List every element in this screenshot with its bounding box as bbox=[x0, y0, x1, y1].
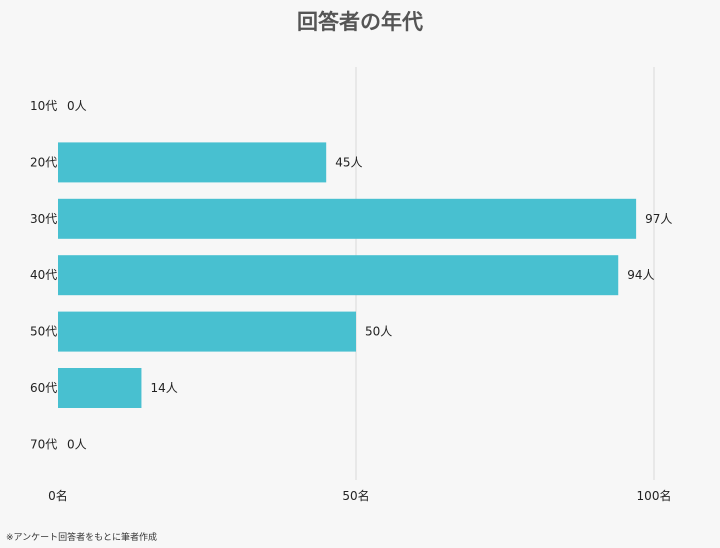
data-label: 50人 bbox=[365, 325, 392, 339]
labels: 0名 50名 100名 10代 0人 20代 45人 30代 97人 40代 94人 50代 50人 60… bbox=[30, 99, 672, 503]
bar-60代 bbox=[58, 368, 142, 408]
bar-40代 bbox=[58, 255, 619, 296]
data-label: 0人 bbox=[67, 99, 87, 113]
y-category-label: 10代 bbox=[30, 99, 57, 113]
y-category-label: 20代 bbox=[30, 155, 57, 169]
chart-title: 回答者の年代 bbox=[297, 10, 423, 34]
y-category-label: 60代 bbox=[30, 381, 57, 395]
y-category-label: 30代 bbox=[30, 212, 57, 226]
data-label: 0人 bbox=[67, 437, 87, 451]
source-footnote: ※アンケート回答者をもとに筆者作成 bbox=[6, 533, 158, 543]
y-category-label: 50代 bbox=[30, 325, 57, 339]
bar-50代 bbox=[58, 311, 356, 352]
bar-30代 bbox=[58, 198, 637, 239]
data-label: 14人 bbox=[150, 381, 177, 395]
bars bbox=[58, 142, 637, 408]
x-tick-label: 0名 bbox=[48, 488, 68, 503]
y-category-label: 40代 bbox=[30, 268, 57, 282]
y-category-label: 70代 bbox=[30, 437, 57, 451]
data-label: 94人 bbox=[627, 268, 654, 282]
data-label: 97人 bbox=[645, 212, 672, 226]
x-tick-label: 50名 bbox=[342, 488, 369, 503]
x-tick-label: 100名 bbox=[637, 488, 672, 503]
data-label: 45人 bbox=[335, 155, 362, 169]
bar-20代 bbox=[58, 142, 327, 183]
